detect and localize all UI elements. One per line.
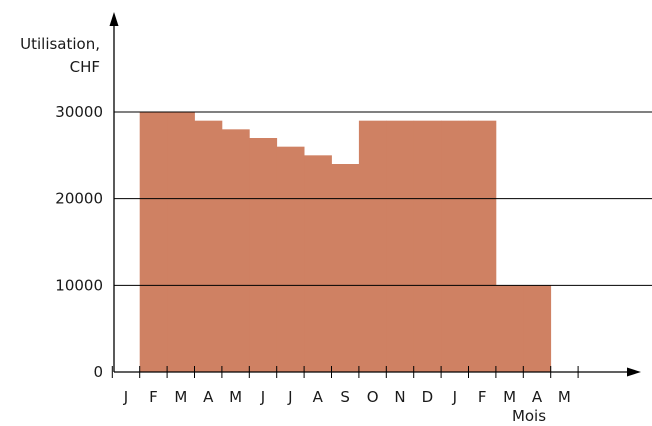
bar-3 — [194, 120, 223, 372]
bar-1 — [139, 112, 168, 372]
x-tick-label-2: M — [174, 388, 187, 406]
y-tick-label-0: 0 — [93, 363, 103, 381]
x-tick-label-9: O — [367, 388, 379, 406]
grid-group — [114, 111, 652, 286]
x-tick-label-5: J — [260, 388, 265, 406]
y-ticks-group: 0 10000 20000 30000 — [55, 103, 103, 381]
bar-14 — [495, 285, 524, 372]
x-tick-label-15: A — [532, 388, 543, 406]
y-tick-label-2: 20000 — [55, 190, 103, 208]
y-tick-label-1: 10000 — [55, 276, 103, 294]
x-tick-label-4: M — [229, 388, 242, 406]
x-tick-label-6: J — [287, 388, 292, 406]
bar-9 — [358, 120, 387, 372]
x-tick-label-7: A — [313, 388, 324, 406]
bar-7 — [304, 155, 332, 372]
y-axis-label-line-1: Utilisation, — [20, 35, 100, 53]
bar-5 — [249, 138, 278, 372]
bar-6 — [276, 146, 305, 372]
bar-11 — [413, 120, 442, 372]
x-tick-label-10: N — [394, 388, 405, 406]
bar-12 — [441, 120, 469, 372]
bar-2 — [167, 112, 195, 372]
bar-4 — [221, 129, 250, 372]
axes-group — [109, 12, 641, 377]
x-tick-label-1: F — [149, 388, 158, 406]
bar-10 — [386, 120, 415, 372]
x-tick-label-13: F — [478, 388, 487, 406]
x-tick-label-16: M — [558, 388, 571, 406]
x-tick-label-11: D — [422, 388, 434, 406]
x-tick-label-0: J — [123, 388, 128, 406]
bar-13 — [468, 120, 497, 372]
x-tick-label-14: M — [503, 388, 516, 406]
bars-group — [139, 112, 552, 372]
x-tick-label-8: S — [340, 388, 350, 406]
bar-8 — [331, 164, 360, 372]
x-tick-label-12: J — [452, 388, 457, 406]
x-tick-label-3: A — [203, 388, 214, 406]
y-axis-arrow — [109, 12, 119, 26]
x-axis-arrow — [627, 367, 641, 377]
x-axis-label: Mois — [512, 407, 546, 425]
y-axis-label-line-2: CHF — [70, 58, 100, 76]
bar-15 — [523, 285, 552, 372]
y-tick-label-3: 30000 — [55, 103, 103, 121]
